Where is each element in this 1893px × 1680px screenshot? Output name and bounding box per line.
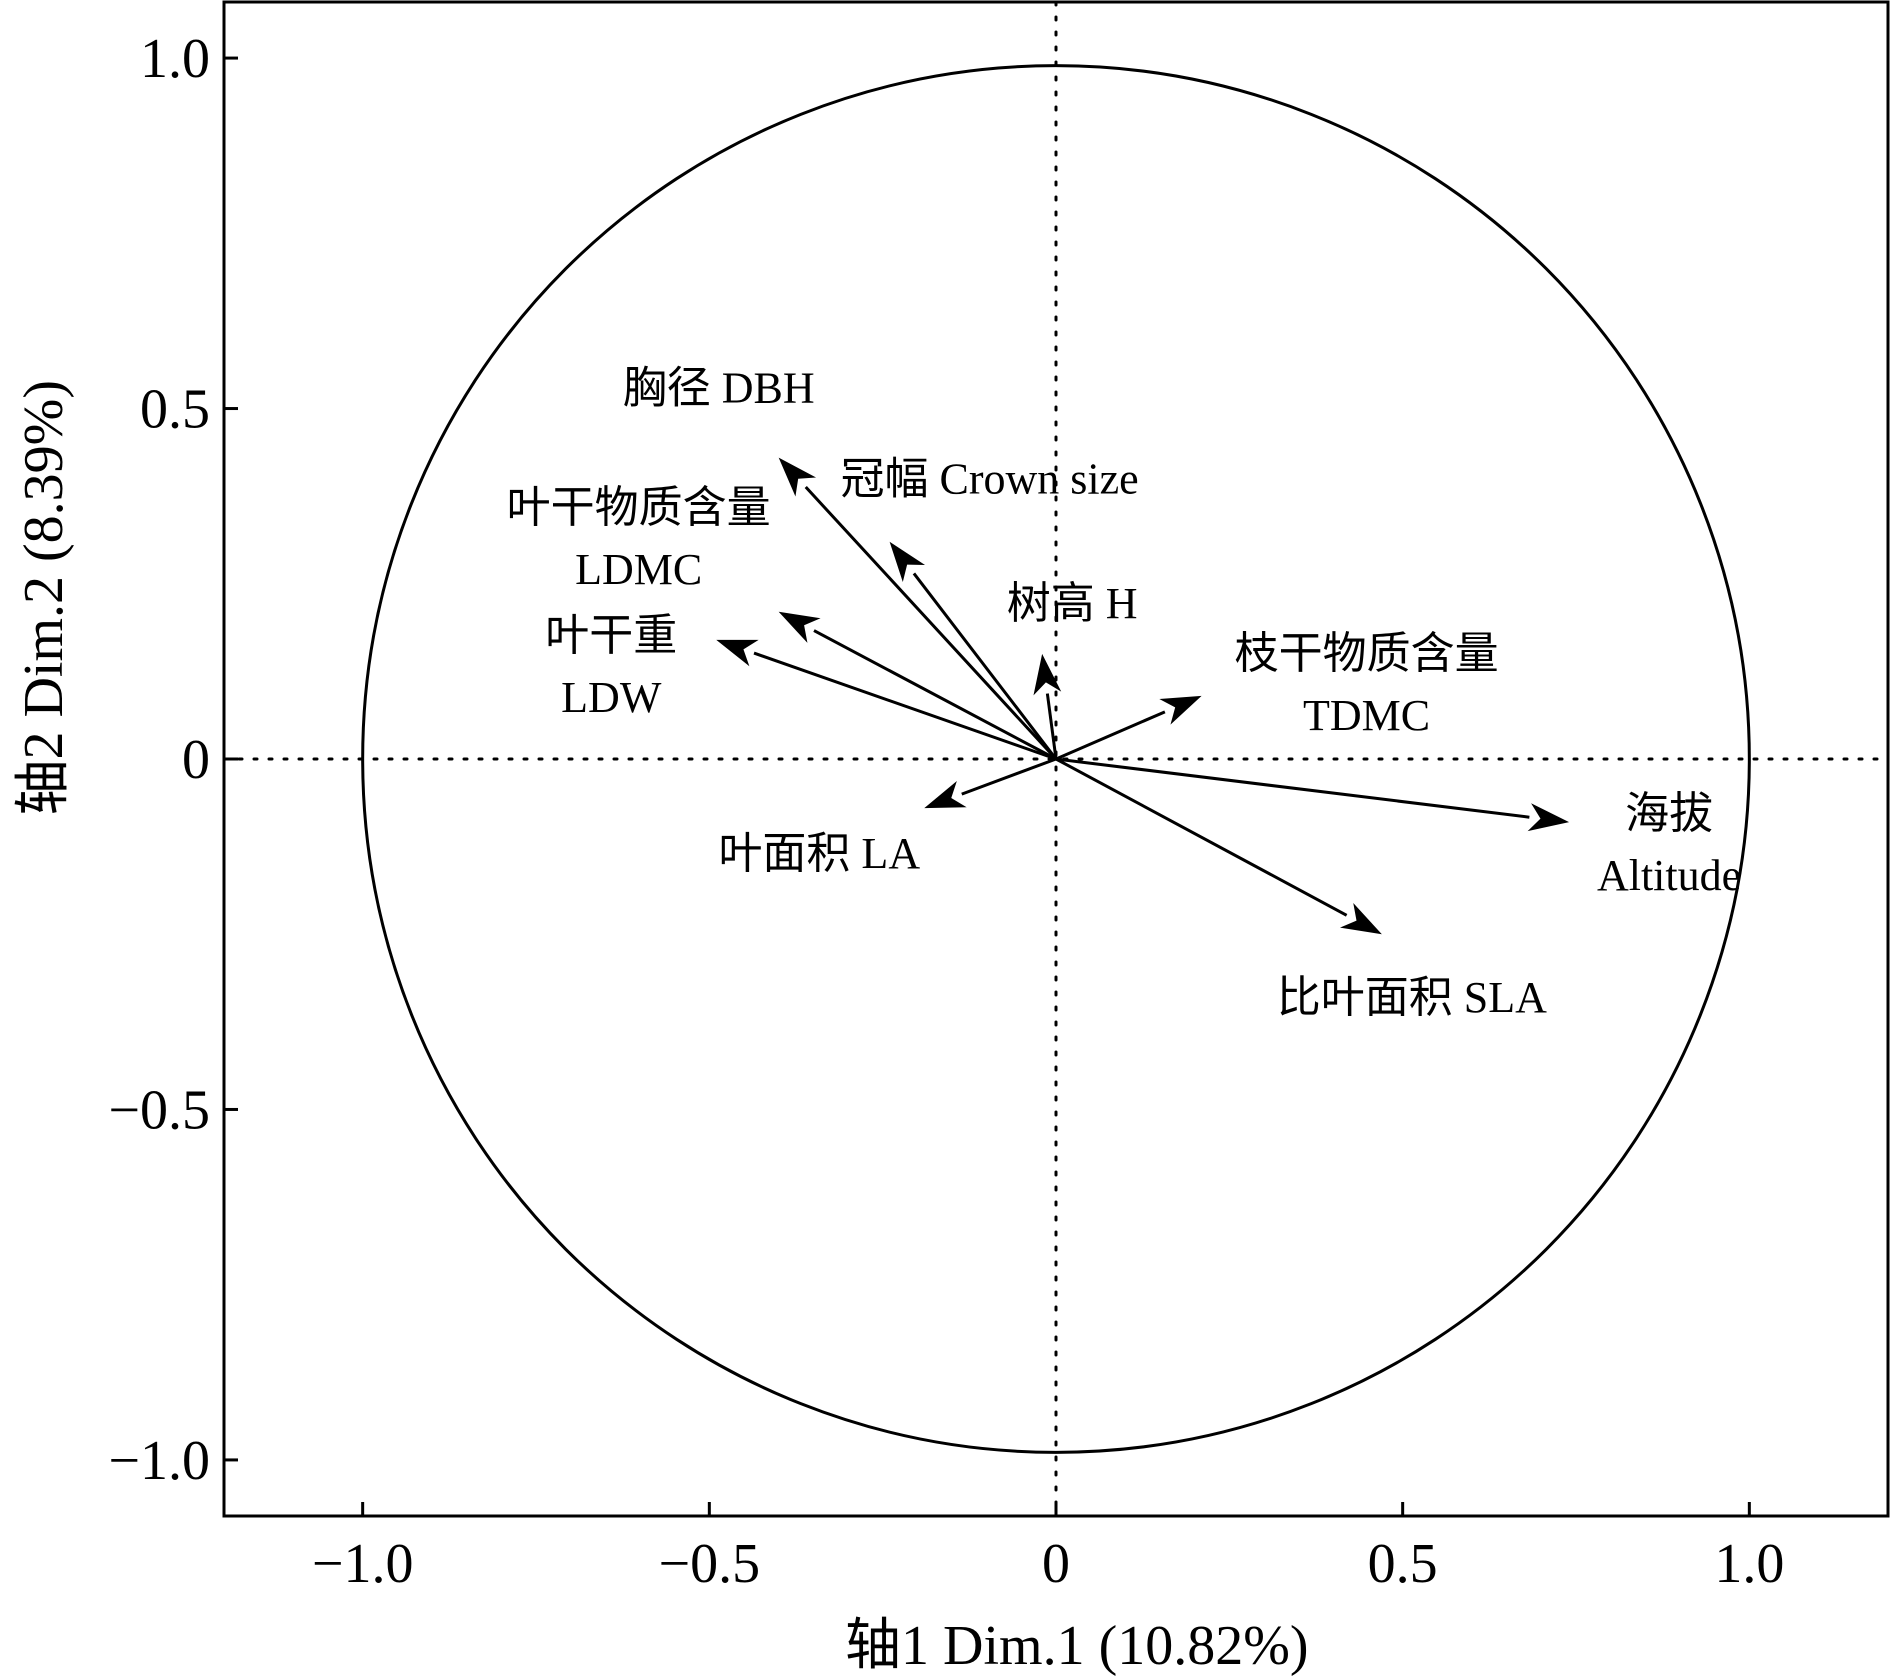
vector-label: LDW — [561, 673, 662, 722]
vector: 海拔 Altitude — [1055, 757, 1741, 900]
vector: 冠幅 Crown size — [841, 455, 1139, 760]
x-tick-label: −1.0 — [312, 1533, 414, 1595]
vector-label: 树高 H — [1007, 579, 1138, 628]
vector-label: 比叶面积 SLA — [1277, 973, 1547, 1022]
vector-label: 海拔 — [1625, 789, 1713, 838]
x-tick-label: 1.0 — [1714, 1533, 1784, 1595]
vector-label: TDMC — [1303, 691, 1430, 740]
x-tick-label: 0 — [1042, 1533, 1070, 1595]
vector-line — [1045, 693, 1058, 760]
y-tick-label: −0.5 — [108, 1079, 210, 1141]
arrow-head — [1159, 695, 1202, 725]
vector-label: 叶干重 — [545, 611, 677, 660]
x-axis-ticks: −1.0 −0.5 0 0.5 1.0 — [312, 1502, 1784, 1595]
arrow-head — [1340, 902, 1382, 935]
vector-line — [961, 757, 1057, 796]
vector: 叶面积 LA — [718, 757, 1057, 878]
vector-label: LDMC — [575, 545, 702, 594]
vector-label: Altitude — [1597, 851, 1741, 900]
vector: 叶干重 LDW — [545, 611, 1057, 761]
arrow-head — [1033, 653, 1062, 696]
vector: 叶干物质含量 LDMC — [507, 483, 1057, 761]
vector-line — [813, 629, 1057, 761]
arrow-head — [889, 541, 926, 582]
vector-label: 叶干物质含量 — [507, 483, 771, 532]
vector-label: 枝干物质含量 — [1235, 629, 1499, 678]
unit-circle — [361, 64, 1751, 1454]
vector: 比叶面积 SLA — [1055, 757, 1547, 1022]
vector-line — [1055, 710, 1166, 761]
vector-label: 叶面积 LA — [718, 829, 920, 878]
vector-label: 胸径 DBH — [623, 364, 815, 413]
vector: 树高 H — [1007, 579, 1138, 760]
arrow-head — [778, 611, 821, 643]
vector-line — [1055, 757, 1530, 819]
arrow-head — [1527, 803, 1570, 832]
y-tick-label: 0.5 — [140, 379, 210, 441]
y-axis-ticks: 1.0 0.5 0 −0.5 −1.0 — [108, 28, 238, 1492]
y-axis-title: 轴2 Dim.2 (8.39%) — [13, 380, 75, 816]
vector-label: 冠幅 Crown size — [841, 455, 1139, 504]
arrow-head — [716, 639, 759, 667]
vector-line — [753, 651, 1057, 761]
reference-lines — [222, 0, 1890, 1518]
vector-line — [804, 486, 1058, 761]
vector: 胸径 DBH — [623, 364, 1058, 761]
vector: 枝干物质含量 TDMC — [1055, 629, 1499, 761]
arrow-head — [778, 457, 817, 497]
arrow-head — [924, 780, 967, 809]
y-tick-label: −1.0 — [108, 1430, 210, 1492]
x-tick-label: −0.5 — [659, 1533, 761, 1595]
x-axis-title: 轴1 Dim.1 (10.82%) — [845, 1615, 1309, 1677]
vector-line — [912, 572, 1058, 760]
y-tick-label: 1.0 — [140, 28, 210, 90]
x-tick-label: 0.5 — [1368, 1533, 1438, 1595]
y-tick-label: 0 — [182, 729, 210, 791]
vector-line — [1055, 757, 1348, 917]
